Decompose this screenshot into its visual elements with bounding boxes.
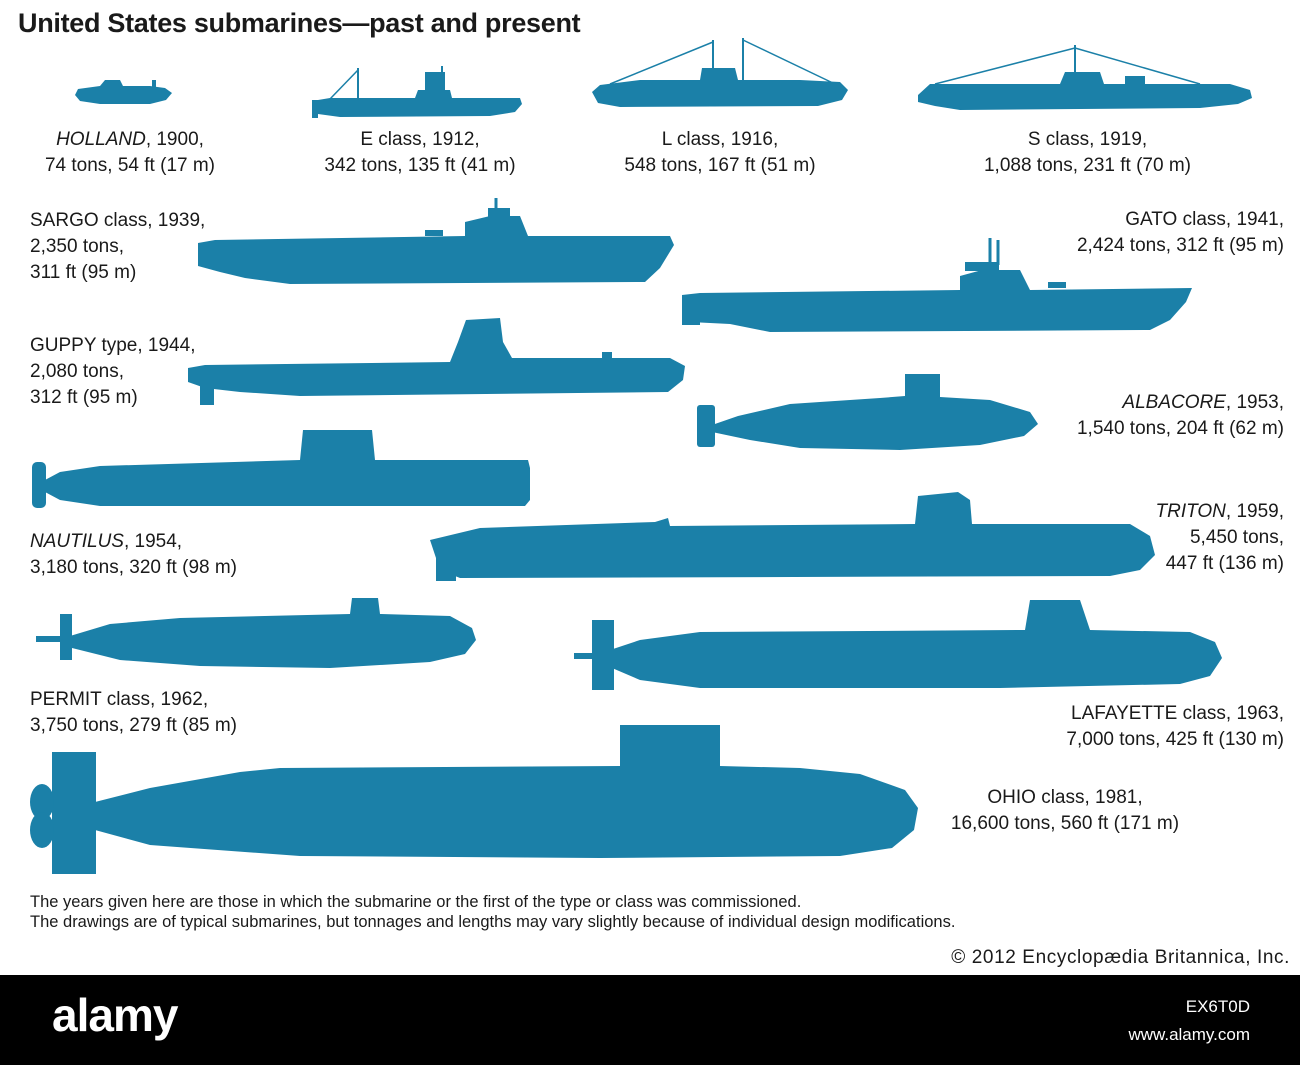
lafayette-name: LAFAYETTE class, 1963,	[1071, 703, 1284, 724]
triton-length: 447 ft (136 m)	[1165, 553, 1284, 574]
footnotes: The years given here are those in which …	[30, 892, 955, 932]
s-class-specs: 1,088 tons, 231 ft (70 m)	[983, 155, 1191, 176]
albacore-name: ALBACORE	[1122, 392, 1226, 413]
guppy-length: 312 ft (95 m)	[30, 387, 138, 408]
label-ohio: OHIO class, 1981, 16,600 tons, 560 ft (1…	[925, 785, 1205, 837]
holland-year: , 1900,	[145, 129, 204, 150]
e-class-name: E class, 1912,	[360, 129, 480, 150]
lafayette-specs: 7,000 tons, 425 ft (130 m)	[1066, 729, 1284, 750]
triton-silhouette	[430, 492, 1155, 581]
e-class-silhouette	[312, 66, 522, 118]
gato-silhouette	[682, 238, 1192, 332]
ohio-name: OHIO class, 1981,	[987, 787, 1143, 808]
guppy-name: GUPPY type, 1944,	[30, 335, 196, 356]
label-nautilus: NAUTILUS, 1954, 3,180 tons, 320 ft (98 m…	[30, 529, 237, 581]
ohio-silhouette	[30, 725, 918, 874]
triton-year: , 1959,	[1225, 501, 1284, 522]
e-class-specs: 342 tons, 135 ft (41 m)	[324, 155, 516, 176]
nautilus-name: NAUTILUS	[30, 531, 124, 552]
l-class-silhouette	[592, 38, 848, 107]
footnote-years: The years given here are those in which …	[30, 893, 802, 911]
sargo-tons: 2,350 tons,	[30, 236, 125, 257]
s-class-silhouette	[918, 45, 1252, 110]
guppy-tons: 2,080 tons,	[30, 361, 125, 382]
l-class-name: L class, 1916,	[661, 129, 779, 150]
l-class-specs: 548 tons, 167 ft (51 m)	[624, 155, 816, 176]
ohio-specs: 16,600 tons, 560 ft (171 m)	[950, 813, 1180, 834]
label-triton: TRITON, 1959, 5,450 tons, 447 ft (136 m)	[1156, 499, 1284, 577]
guppy-silhouette	[188, 318, 685, 405]
label-guppy: GUPPY type, 1944, 2,080 tons, 312 ft (95…	[30, 333, 195, 411]
holland-silhouette	[75, 80, 172, 104]
albacore-specs: 1,540 tons, 204 ft (62 m)	[1076, 418, 1284, 439]
label-holland: HOLLAND, 1900, 74 tons, 54 ft (17 m)	[20, 127, 240, 179]
permit-specs: 3,750 tons, 279 ft (85 m)	[30, 715, 238, 736]
sargo-silhouette	[198, 198, 674, 284]
page-title: United States submarines—past and presen…	[18, 8, 581, 38]
label-gato: GATO class, 1941, 2,424 tons, 312 ft (95…	[1077, 207, 1284, 259]
label-albacore: ALBACORE, 1953, 1,540 tons, 204 ft (62 m…	[1077, 390, 1284, 442]
nautilus-silhouette	[32, 430, 530, 508]
gato-name: GATO class, 1941,	[1125, 209, 1284, 230]
label-e-class: E class, 1912, 342 tons, 135 ft (41 m)	[300, 127, 540, 179]
albacore-year: , 1953,	[1225, 392, 1284, 413]
label-sargo: SARGO class, 1939, 2,350 tons, 311 ft (9…	[30, 208, 205, 286]
watermark-site: www.alamy.com	[1128, 1025, 1250, 1044]
label-s-class: S class, 1919, 1,088 tons, 231 ft (70 m)	[950, 127, 1225, 179]
holland-name: HOLLAND	[56, 129, 146, 150]
label-lafayette: LAFAYETTE class, 1963, 7,000 tons, 425 f…	[1066, 701, 1284, 753]
lafayette-silhouette	[574, 600, 1222, 690]
albacore-silhouette	[697, 374, 1038, 450]
label-l-class: L class, 1916, 548 tons, 167 ft (51 m)	[600, 127, 840, 179]
submarine-silhouettes	[30, 38, 1252, 874]
watermark-logo: alamy	[52, 989, 178, 1041]
gato-specs: 2,424 tons, 312 ft (95 m)	[1076, 235, 1284, 256]
s-class-name: S class, 1919,	[1027, 129, 1148, 150]
triton-name: TRITON	[1155, 501, 1226, 522]
nautilus-specs: 3,180 tons, 320 ft (98 m)	[30, 557, 238, 578]
footnote-drawings: The drawings are of typical submarines, …	[30, 913, 956, 931]
watermark-bar	[0, 975, 1300, 1065]
holland-specs: 74 tons, 54 ft (17 m)	[44, 155, 216, 176]
permit-name: PERMIT class, 1962,	[30, 689, 209, 710]
copyright-notice: © 2012 Encyclopædia Britannica, Inc.	[951, 947, 1290, 968]
nautilus-year: , 1954,	[123, 531, 183, 552]
sargo-length: 311 ft (95 m)	[30, 262, 137, 283]
triton-tons: 5,450 tons,	[1189, 527, 1284, 548]
permit-silhouette	[36, 598, 476, 668]
label-permit: PERMIT class, 1962, 3,750 tons, 279 ft (…	[30, 687, 237, 739]
sargo-name: SARGO class, 1939,	[30, 210, 206, 231]
watermark-stock-id: EX6T0D	[1185, 997, 1250, 1016]
